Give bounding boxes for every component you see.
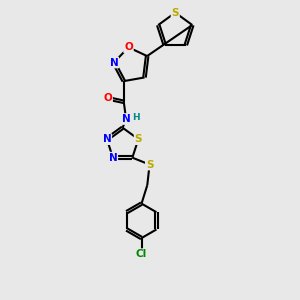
Text: S: S (135, 134, 142, 144)
Text: O: O (103, 93, 112, 103)
Text: S: S (172, 8, 179, 18)
Text: N: N (109, 153, 117, 163)
Text: N: N (103, 134, 111, 144)
Text: S: S (146, 160, 153, 170)
Text: N: N (122, 114, 130, 124)
Text: O: O (124, 42, 133, 52)
Text: N: N (110, 58, 118, 68)
Text: H: H (133, 113, 140, 122)
Text: Cl: Cl (136, 249, 147, 259)
